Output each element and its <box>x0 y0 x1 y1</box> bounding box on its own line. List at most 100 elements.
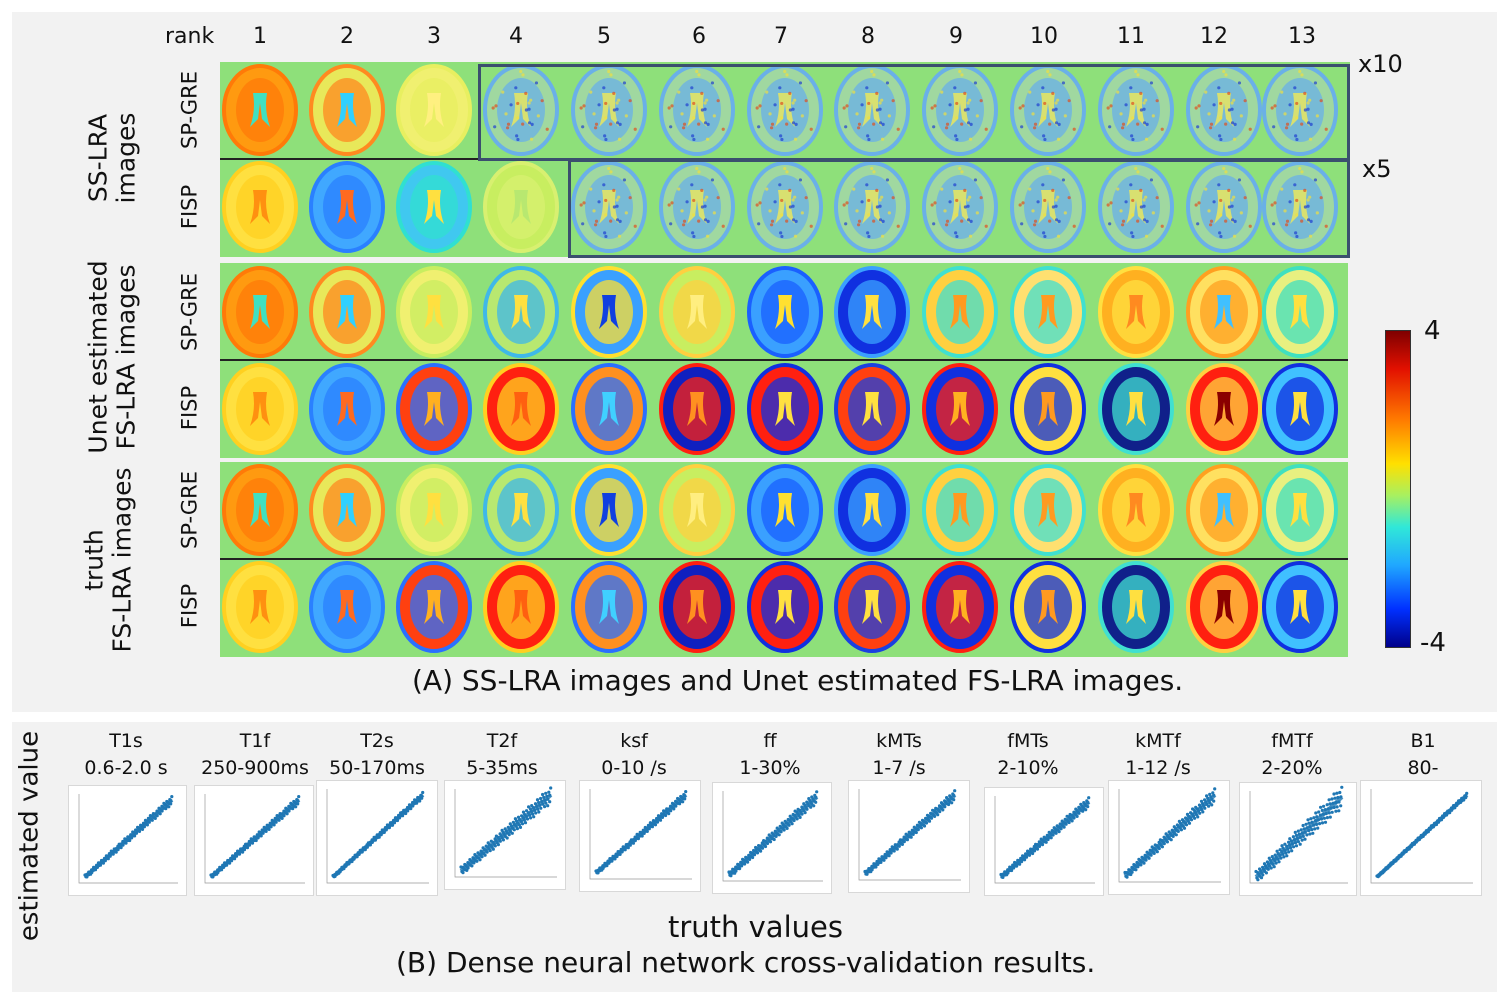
param-label-kmtf: kMTf 1-12 /s <box>1125 728 1190 781</box>
brain-image <box>1010 464 1086 556</box>
scatter-points <box>1118 787 1221 883</box>
scatter-plot-fmtf <box>1239 782 1357 896</box>
brain-image <box>483 464 559 556</box>
param-label-fmtf: fMTf 2-20% <box>1261 728 1322 781</box>
rank-number-2: 2 <box>340 24 354 49</box>
brain-image <box>571 64 647 156</box>
group-label-unet: Unet estimated FS-LRA images <box>83 260 141 454</box>
brain-image <box>659 464 735 556</box>
scatter-points <box>454 786 557 878</box>
x5-highlight-frame <box>568 159 1350 258</box>
param-range: 1-12 /s <box>1125 756 1191 779</box>
brain-image <box>222 266 298 358</box>
panel-b-xlabel: truth values <box>668 910 843 944</box>
scatter-points <box>994 796 1095 884</box>
param-label-fmts: fMTs 2-10% <box>997 728 1058 781</box>
brain-image <box>571 266 647 358</box>
group-label-truth: truth FS-LRA images <box>79 467 137 653</box>
rank-number-13: 13 <box>1288 24 1316 49</box>
brain-image <box>834 561 910 653</box>
brain-image <box>571 161 647 253</box>
param-range: 5-35ms <box>466 756 538 779</box>
brain-image <box>1010 161 1086 253</box>
brain-image <box>1186 266 1262 358</box>
panel-a-caption: (A) SS-LRA images and Unet estimated FS-… <box>412 664 1184 697</box>
brain-image <box>309 161 385 253</box>
param-range: 250-900ms <box>201 756 309 779</box>
scatter-points <box>204 794 305 884</box>
brain-image <box>309 64 385 156</box>
brain-image <box>309 464 385 556</box>
brain-image <box>483 266 559 358</box>
brain-image <box>834 161 910 253</box>
param-range: 50-170ms <box>329 756 425 779</box>
brain-image <box>659 161 735 253</box>
brain-image <box>571 363 647 455</box>
rank-number-8: 8 <box>861 24 875 49</box>
brain-image <box>1098 161 1174 253</box>
brain-image <box>396 561 472 653</box>
brain-image <box>483 363 559 455</box>
param-label-t2f: T2f 5-35ms <box>466 728 538 781</box>
scatter-plot-t2s <box>316 780 438 896</box>
rank-number-3: 3 <box>427 24 441 49</box>
scale-label-x5: x5 <box>1362 155 1392 183</box>
brain-image <box>1186 161 1262 253</box>
brain-image <box>396 363 472 455</box>
row-divider <box>220 558 1348 560</box>
brain-image <box>747 64 823 156</box>
group-label-ss-lra: SS-LRA images <box>83 112 141 204</box>
brain-image <box>922 161 998 253</box>
brain-image <box>834 266 910 358</box>
row-divider <box>220 359 1348 361</box>
brain-image <box>1010 363 1086 455</box>
param-range: 2-10% <box>997 756 1059 779</box>
param-name: B1 <box>1410 730 1436 752</box>
brain-image <box>1262 464 1338 556</box>
brain-image <box>659 266 735 358</box>
brain-image <box>571 464 647 556</box>
param-range: 1-7 /s <box>872 756 926 779</box>
scatter-plot-t1f <box>194 785 314 896</box>
brain-image <box>834 363 910 455</box>
brain-image <box>1010 266 1086 358</box>
brain-image <box>222 161 298 253</box>
seq-label-fisp-3: FISP <box>177 583 202 629</box>
param-name: fMTf <box>1271 730 1313 752</box>
colorbar <box>1385 330 1411 648</box>
seq-label-spgre-3: SP-GRE <box>177 470 202 550</box>
param-name: kMTf <box>1135 730 1181 752</box>
brain-image <box>1010 64 1086 156</box>
brain-image <box>1098 561 1174 653</box>
brain-image <box>659 363 735 455</box>
param-range: 0-10 /s <box>601 756 667 779</box>
scatter-plot-kmtf <box>1108 780 1230 895</box>
brain-image <box>1186 561 1262 653</box>
brain-image <box>1262 266 1338 358</box>
brain-image <box>222 64 298 156</box>
seq-label-fisp-2: FISP <box>177 385 202 431</box>
scatter-points <box>1249 785 1348 884</box>
brain-image <box>309 266 385 358</box>
param-range: 0.6-2.0 s <box>84 756 168 779</box>
param-name: T2s <box>360 730 394 752</box>
x10-highlight-frame <box>478 64 1350 161</box>
brain-image <box>1262 363 1338 455</box>
param-name: T1s <box>109 730 143 752</box>
rank-number-6: 6 <box>692 24 706 49</box>
scatter-points <box>326 789 429 884</box>
brain-image <box>747 464 823 556</box>
param-label-ksf: ksf 0-10 /s <box>601 728 666 781</box>
param-range: 1-30% <box>739 756 801 779</box>
brain-image <box>222 363 298 455</box>
brain-image <box>1262 561 1338 653</box>
brain-image <box>1098 363 1174 455</box>
brain-image <box>309 363 385 455</box>
panel-b-caption: (B) Dense neural network cross-validatio… <box>396 946 1096 979</box>
rank-label: rank <box>165 24 215 49</box>
brain-image <box>1186 363 1262 455</box>
brain-image <box>1098 464 1174 556</box>
scale-label-x10: x10 <box>1358 50 1403 78</box>
scatter-points <box>78 794 178 884</box>
scatter-points <box>722 790 823 882</box>
